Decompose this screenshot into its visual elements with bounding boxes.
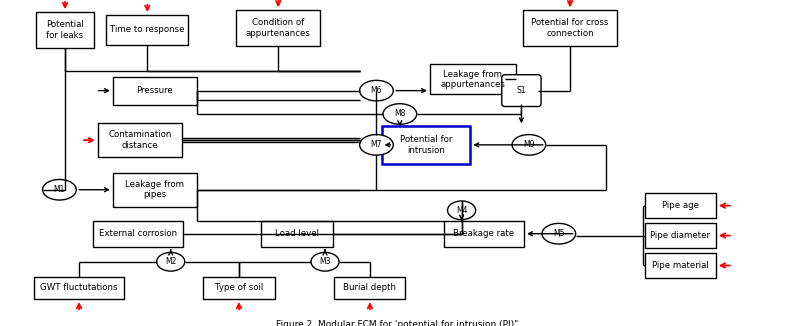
Bar	[430, 65, 516, 94]
Bar	[382, 126, 471, 164]
Text: Potential for
intrusion: Potential for intrusion	[400, 135, 452, 155]
Bar	[645, 223, 716, 248]
Ellipse shape	[359, 135, 394, 155]
Text: Leakage from
appurtenances: Leakage from appurtenances	[440, 70, 505, 89]
Ellipse shape	[512, 135, 545, 155]
Text: M6: M6	[370, 86, 382, 95]
Ellipse shape	[359, 80, 394, 101]
Text: GWT fluctutations: GWT fluctutations	[41, 283, 118, 292]
Bar	[113, 173, 197, 207]
Bar	[645, 253, 716, 278]
Text: Pressure: Pressure	[137, 86, 173, 95]
Text: Time to response: Time to response	[110, 25, 184, 34]
Ellipse shape	[448, 201, 475, 220]
Ellipse shape	[383, 104, 417, 124]
Text: M5: M5	[553, 229, 564, 238]
Bar	[113, 77, 197, 105]
Text: Load level: Load level	[275, 229, 319, 238]
Text: M8: M8	[394, 110, 405, 118]
Text: M1: M1	[54, 185, 65, 194]
Text: S1: S1	[517, 86, 526, 95]
Bar	[98, 123, 182, 157]
Ellipse shape	[542, 223, 576, 244]
Bar	[523, 10, 617, 46]
Bar	[36, 12, 94, 48]
FancyBboxPatch shape	[502, 75, 541, 107]
Text: Leakage from
pipes: Leakage from pipes	[126, 180, 184, 200]
Bar	[444, 221, 524, 247]
Text: Type of soil: Type of soil	[215, 283, 263, 292]
Ellipse shape	[157, 252, 184, 271]
Bar	[236, 10, 320, 46]
Bar	[204, 277, 274, 299]
Text: M9: M9	[523, 141, 535, 149]
Text: M7: M7	[370, 141, 382, 149]
Text: M2: M2	[165, 257, 176, 266]
Text: Potential
for leaks: Potential for leaks	[46, 20, 84, 39]
Text: Figure 2. Modular FCM for 'potential for intrusion (PI)": Figure 2. Modular FCM for 'potential for…	[277, 320, 518, 326]
Bar	[645, 194, 716, 218]
Bar	[93, 221, 183, 247]
Bar	[107, 15, 188, 45]
Bar	[34, 277, 124, 299]
Text: M4: M4	[456, 206, 467, 215]
Ellipse shape	[311, 252, 339, 271]
Text: Breakage rate: Breakage rate	[453, 229, 514, 238]
Text: External corrosion: External corrosion	[99, 229, 177, 238]
Text: Burial depth: Burial depth	[343, 283, 397, 292]
Text: Pipe age: Pipe age	[662, 201, 699, 210]
Text: Contamination
distance: Contamination distance	[108, 130, 172, 150]
Text: Pipe diameter: Pipe diameter	[650, 231, 711, 240]
Text: M3: M3	[320, 257, 331, 266]
Text: Potential for cross
connection: Potential for cross connection	[531, 18, 609, 38]
Bar	[262, 221, 332, 247]
Text: Condition of
appurtenances: Condition of appurtenances	[246, 18, 311, 38]
Ellipse shape	[43, 179, 76, 200]
Text: Pipe material: Pipe material	[652, 261, 709, 270]
Bar	[335, 277, 405, 299]
